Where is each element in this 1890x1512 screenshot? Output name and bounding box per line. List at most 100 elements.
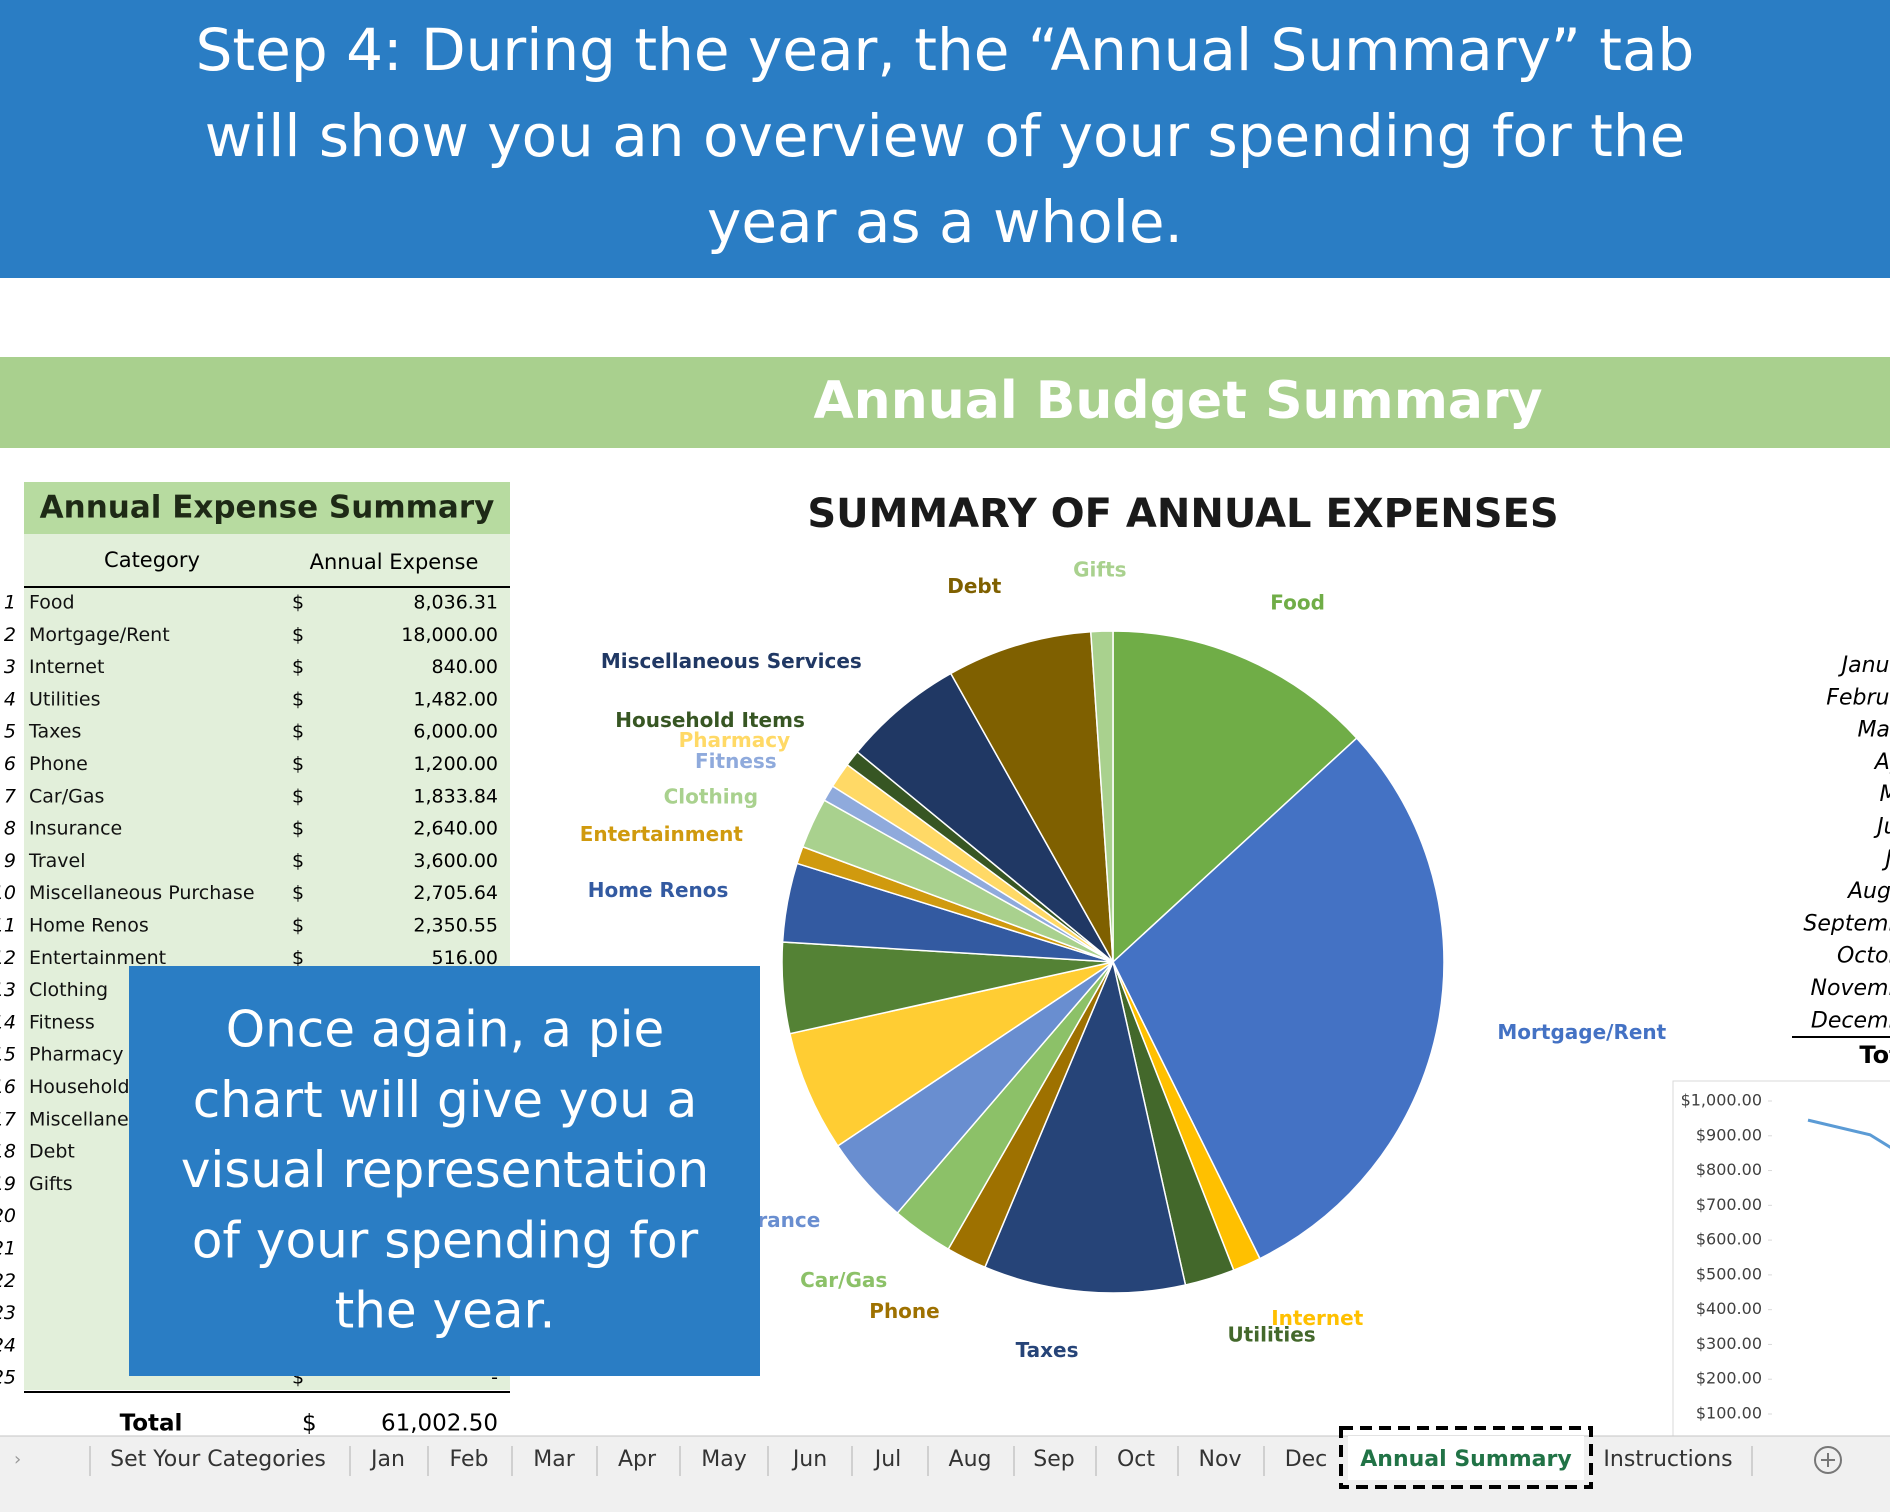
pie-slice	[949, 630, 1114, 963]
table-header: Annual Expense	[310, 550, 479, 574]
month-label: August	[1846, 879, 1890, 904]
currency-cell: $	[292, 592, 304, 614]
side-total-label: Total	[1859, 1041, 1890, 1069]
y-tick-label: $700.00	[1696, 1195, 1762, 1214]
header-title-line: Step 4: During the year, the “Annual Sum…	[196, 16, 1695, 84]
amount-cell: 3,600.00	[413, 850, 498, 872]
add-sheet-button[interactable]	[1814, 1446, 1842, 1474]
sheet-tab[interactable]: Dec	[1285, 1447, 1328, 1472]
category-cell: Food	[29, 592, 75, 614]
y-tick-label: $400.00	[1696, 1299, 1762, 1318]
callout-line: Once again, a pie	[226, 1001, 665, 1059]
sheet-tab[interactable]: Jan	[369, 1447, 405, 1472]
header-title-line: year as a whole.	[707, 188, 1183, 256]
sheet-tab[interactable]: Jul	[873, 1447, 902, 1472]
sheet-tab[interactable]: Apr	[618, 1447, 657, 1472]
chart-title: SUMMARY OF ANNUAL EXPENSES	[807, 491, 1558, 537]
month-label: December	[1811, 1008, 1890, 1033]
callout-box	[129, 966, 760, 1376]
sheet-tab[interactable]: Jun	[791, 1447, 827, 1472]
currency-cell: $	[292, 624, 304, 646]
amount-cell: 1,200.00	[413, 753, 498, 775]
row-number: 20	[0, 1205, 16, 1227]
month-label: March	[1857, 718, 1890, 743]
month-label: January	[1838, 653, 1890, 678]
callout-line: the year.	[335, 1282, 556, 1340]
amount-cell: 18,000.00	[401, 624, 498, 646]
sheet-tab[interactable]: Mar	[533, 1447, 575, 1472]
month-label: February	[1826, 685, 1890, 710]
row-number: 12	[0, 947, 16, 969]
header-title-line: will show you an overview of your spendi…	[205, 102, 1686, 170]
currency-cell: $	[292, 656, 304, 678]
sheet-tab[interactable]: Instructions	[1603, 1447, 1732, 1472]
row-number: 25	[0, 1367, 16, 1389]
category-cell: Insurance	[29, 818, 122, 840]
scroll-arrow[interactable]: ›	[14, 1449, 21, 1470]
sheet-tab[interactable]: Oct	[1117, 1447, 1155, 1472]
category-cell: Home Renos	[29, 915, 149, 937]
sheet-tab[interactable]: Aug	[949, 1447, 992, 1472]
category-cell: Miscellaneous Purchase	[29, 882, 255, 904]
row-number: 16	[0, 1076, 16, 1098]
sheet-tab[interactable]: Set Your Categories	[110, 1447, 326, 1472]
callout-line: visual representation	[181, 1141, 709, 1199]
month-label: June	[1873, 815, 1890, 840]
y-tick-label: $100.00	[1696, 1404, 1762, 1423]
month-label: September	[1803, 911, 1890, 936]
amount-cell: 1,833.84	[413, 785, 498, 807]
pie-label: Debt	[947, 574, 1001, 598]
row-number: 2	[4, 624, 16, 646]
currency-cell: $	[292, 721, 304, 743]
sheet-tab[interactable]: Sep	[1033, 1447, 1074, 1472]
table-header: Category	[104, 548, 200, 572]
y-tick-label: $1,000.00	[1681, 1091, 1762, 1110]
currency-cell: $	[292, 947, 304, 969]
category-cell: Pharmacy	[29, 1044, 123, 1066]
header-band	[0, 0, 1890, 278]
category-cell: Taxes	[28, 721, 81, 743]
month-label: July	[1881, 847, 1890, 872]
pie-label: Fitness	[695, 749, 777, 773]
add-sheet-icon	[1821, 1453, 1835, 1467]
pie-label: Household Items	[615, 708, 805, 732]
category-cell: Entertainment	[29, 947, 166, 969]
active-tab-label[interactable]: Annual Summary	[1360, 1447, 1571, 1472]
row-number: 22	[0, 1270, 16, 1292]
sheet-tab[interactable]: Feb	[450, 1447, 489, 1472]
pie-label: Home Renos	[588, 878, 729, 902]
month-label: October	[1837, 944, 1890, 969]
row-number: 10	[0, 882, 16, 904]
amount-cell: 2,350.55	[413, 915, 498, 937]
pie-label: Phone	[869, 1299, 939, 1323]
y-tick-label: $600.00	[1696, 1230, 1762, 1249]
side-chart-frame	[1672, 1080, 1890, 1442]
pie-slice	[1112, 630, 1358, 964]
sheet-tab[interactable]: Nov	[1199, 1447, 1242, 1472]
pie-label: Car/Gas	[800, 1268, 887, 1292]
currency-cell: $	[292, 882, 304, 904]
currency-cell: $	[292, 688, 304, 710]
row-number: 23	[0, 1302, 16, 1324]
pie-label: Utilities	[1227, 1322, 1315, 1346]
category-cell: Clothing	[29, 979, 108, 1001]
total-label: Total	[120, 1411, 183, 1437]
currency-cell: $	[292, 850, 304, 872]
pie-label: Clothing	[664, 784, 758, 808]
category-cell: Phone	[29, 753, 88, 775]
pie-slice	[1089, 630, 1114, 963]
active-tab[interactable]	[1348, 1436, 1584, 1480]
sheet-tab[interactable]: May	[701, 1447, 746, 1472]
row-number: 17	[0, 1108, 16, 1130]
y-tick-label: $800.00	[1696, 1160, 1762, 1179]
table-title-bg	[24, 482, 510, 534]
amount-cell: 516.00	[432, 947, 498, 969]
y-tick-label: $900.00	[1696, 1125, 1762, 1144]
pie-label: Mortgage/Rent	[1497, 1020, 1666, 1044]
row-number: 24	[0, 1334, 16, 1356]
amount-cell: 6,000.00	[413, 721, 498, 743]
pie-label: Pharmacy	[679, 728, 790, 752]
row-number: 19	[0, 1173, 16, 1195]
y-tick-label: $500.00	[1696, 1264, 1762, 1283]
